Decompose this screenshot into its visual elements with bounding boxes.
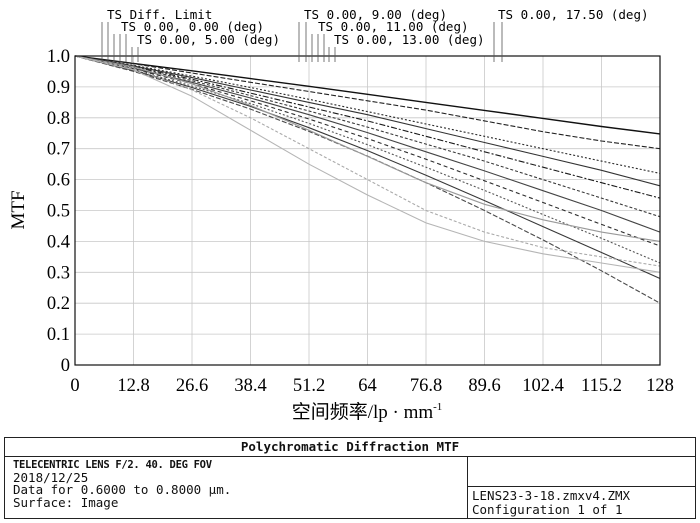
y-axis-label: MTF xyxy=(8,190,29,229)
mtf-curve xyxy=(74,55,661,135)
x-tick-label: 26.6 xyxy=(176,376,208,396)
y-tick-label: 0.3 xyxy=(47,263,70,283)
x-axis-label: 空间频率/lp · mm-1 xyxy=(292,401,443,423)
x-tick-label: 89.6 xyxy=(468,376,500,396)
y-tick-label: 0.7 xyxy=(47,140,70,160)
legend-label: TS 0.00, 11.00 (deg) xyxy=(318,19,469,34)
y-tick-label: 0.9 xyxy=(47,78,70,98)
surface-text: Surface: Image xyxy=(13,494,119,510)
x-tick-label: 76.8 xyxy=(410,376,442,396)
mtf-curve xyxy=(74,55,661,187)
x-tick-label: 115.2 xyxy=(581,376,622,396)
x-tick-label: 64 xyxy=(358,376,377,396)
y-tick-label: 0.2 xyxy=(47,294,70,314)
date-text: 2018/12/25 xyxy=(13,469,89,485)
mtf-curve xyxy=(74,55,661,199)
mtf-chart: 0 12.8 26.6 38.4 51.2 64 76.8 89.6 102.4 115.2 128… xyxy=(8,7,674,423)
file-info-box: LENS23-3-18.zmxv4.ZMX Configuration 1 of… xyxy=(467,456,696,519)
panel-title: Polychromatic Diffraction MTF xyxy=(5,438,695,457)
panel-info: TELECENTRIC LENS F/2. 40. DEG FOV 2018/1… xyxy=(13,459,231,509)
info-panel: Polychromatic Diffraction MTF TELECENTRI… xyxy=(4,437,696,519)
y-tick-label: 0.5 xyxy=(47,202,70,222)
file-name: LENS23-3-18.zmxv4.ZMX xyxy=(472,488,631,503)
configuration-text: Configuration 1 of 1 xyxy=(472,502,623,517)
legend-label: TS 0.00, 0.00 (deg) xyxy=(121,19,264,34)
y-tick-label: 0.4 xyxy=(47,232,70,252)
y-tick-label: 0 xyxy=(61,356,70,376)
legend-label: TS 0.00, 9.00 (deg) xyxy=(304,7,447,22)
x-tick-label: 38.4 xyxy=(234,376,266,396)
x-tick-label: 51.2 xyxy=(293,376,325,396)
mtf-curve xyxy=(74,55,661,264)
x-tick-label: 102.4 xyxy=(522,376,564,396)
y-tick-label: 0.8 xyxy=(47,109,70,129)
file-box: LENS23-3-18.zmxv4.ZMX Configuration 1 of… xyxy=(468,486,696,519)
plot-frame xyxy=(74,55,661,366)
x-tick-label: 0 xyxy=(70,376,79,396)
y-tick-label: 1.0 xyxy=(47,47,70,67)
y-tick-label: 0.6 xyxy=(47,171,70,191)
legend-label: TS 0.00, 13.00 (deg) xyxy=(334,32,485,47)
mtf-curve xyxy=(74,55,661,242)
mtf-curve xyxy=(74,55,661,218)
x-tick-label: 12.8 xyxy=(117,376,149,396)
legend-label: TS 0.00, 5.00 (deg) xyxy=(137,32,280,47)
lens-description: TELECENTRIC LENS F/2. 40. DEG FOV xyxy=(13,459,212,471)
legend-label: TS 0.00, 17.50 (deg) xyxy=(498,7,649,22)
mtf-curve xyxy=(74,55,661,247)
y-tick-label: 0.1 xyxy=(47,325,70,345)
x-tick-label: 128 xyxy=(646,376,674,396)
mtf-curve xyxy=(74,55,661,174)
wavelength-range: Data for 0.6000 to 0.8000 μm. xyxy=(13,482,232,497)
series-group xyxy=(74,55,661,304)
mtf-curve xyxy=(74,55,661,280)
tick-labels: 0 12.8 26.6 38.4 51.2 64 76.8 89.6 102.4 115.2 128… xyxy=(47,47,674,396)
mtf-curve xyxy=(74,55,661,267)
grid xyxy=(75,56,660,365)
legend-label: TS Diff. Limit xyxy=(107,7,212,22)
mtf-curve xyxy=(74,55,661,273)
mtf-curve xyxy=(74,55,661,150)
